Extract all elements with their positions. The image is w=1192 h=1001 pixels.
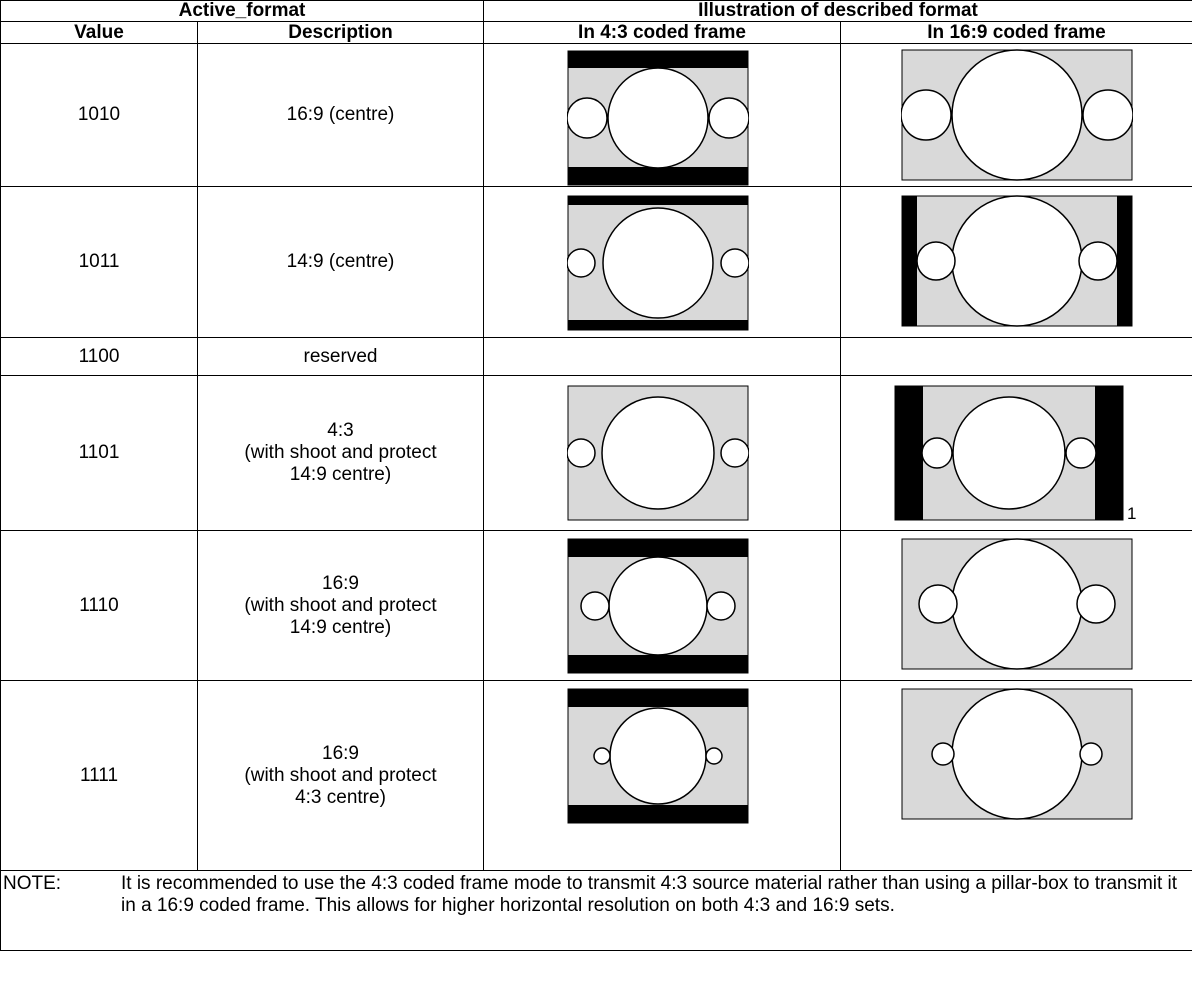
frame-169-pillarbox-43-icon: [894, 385, 1124, 521]
table-row: 1110 16:9 (with shoot and protect 14:9 c…: [0, 530, 1192, 681]
row-value: 1011: [0, 186, 198, 338]
table-row: 1100 reserved: [0, 337, 1192, 376]
table-row: 1011 14:9 (centre): [0, 186, 1192, 338]
illustration-169: [839, 43, 1192, 187]
row-description: 4:3 (with shoot and protect 14:9 centre): [197, 375, 484, 531]
frame-43-full-icon: [567, 385, 749, 521]
row-description: reserved: [197, 337, 484, 376]
illustration-43: [483, 375, 841, 531]
note-row: NOTE: It is recommended to use the 4:3 c…: [0, 870, 1192, 951]
footnote-marker: 1: [1127, 504, 1137, 523]
description-line: reserved: [303, 345, 378, 367]
description-line: 16:9 (centre): [286, 104, 395, 125]
row-value: 1111: [0, 680, 198, 871]
header-43-frame: In 4:3 coded frame: [483, 21, 841, 44]
illustration-169: [839, 680, 1192, 871]
frame-43-letterbox-169-sp149-icon: [567, 538, 749, 674]
row-description: 16:9 (with shoot and protect 14:9 centre…: [197, 530, 484, 681]
row-value: 1110: [0, 530, 198, 681]
illustration-169: [839, 186, 1192, 338]
description-line: 4:3 centre): [295, 786, 386, 808]
row-value: 1010: [0, 43, 198, 187]
table-row: 1101 4:3 (with shoot and protect 14:9 ce…: [0, 375, 1192, 531]
active-format-table: Active_format Illustration of described …: [0, 0, 1192, 951]
illustration-43: [483, 43, 841, 187]
illustration-43: [483, 530, 841, 681]
frame-43-letterbox-169-sp43-icon: [567, 688, 749, 824]
row-description: 16:9 (centre): [197, 43, 484, 187]
description-line: 16:9: [322, 742, 359, 764]
header-169-frame: In 16:9 coded frame: [839, 21, 1192, 44]
illustration-169: [839, 530, 1192, 681]
description-line: 16:9: [322, 572, 359, 594]
table-row: 1111 16:9 (with shoot and protect 4:3 ce…: [0, 680, 1192, 871]
row-description: 14:9 (centre): [197, 186, 484, 338]
note-cell: NOTE: It is recommended to use the 4:3 c…: [0, 870, 1192, 951]
description-line: (with shoot and protect: [244, 764, 437, 786]
header-active-format: Active_format: [0, 0, 484, 22]
header-description: Description: [197, 21, 484, 44]
row-description: 16:9 (with shoot and protect 4:3 centre): [197, 680, 484, 871]
illustration-169-empty: [839, 337, 1192, 376]
description-line: 14:9 (centre): [286, 251, 395, 272]
note-label: NOTE:: [3, 873, 62, 894]
description-line: 14:9 centre): [289, 616, 392, 638]
frame-43-letterbox-149-icon: [567, 195, 749, 331]
header-illustration: Illustration of described format: [482, 0, 1192, 22]
table-row: 1010 16:9 (centre): [0, 43, 1192, 187]
frame-169-full-sp43-icon: [901, 688, 1133, 820]
row-value: 1100: [0, 337, 198, 376]
description-line: (with shoot and protect: [244, 442, 437, 463]
frame-43-letterbox-169-icon: [567, 50, 749, 186]
description-line: (with shoot and protect: [244, 594, 437, 616]
frame-169-full-icon: [901, 49, 1133, 181]
description-line: 4:3: [327, 420, 354, 441]
illustration-43: [483, 680, 841, 871]
frame-169-full-sp149-icon: [901, 538, 1133, 670]
illustration-169: 1: [839, 375, 1192, 531]
row-value: 1101: [0, 375, 198, 531]
illustration-43-empty: [483, 337, 841, 376]
header-value: Value: [0, 21, 198, 44]
note-text: It is recommended to use the 4:3 coded f…: [121, 873, 1178, 916]
description-line: 14:9 centre): [289, 464, 392, 485]
frame-169-pillarbox-149-icon: [901, 195, 1133, 327]
illustration-43: [483, 186, 841, 338]
